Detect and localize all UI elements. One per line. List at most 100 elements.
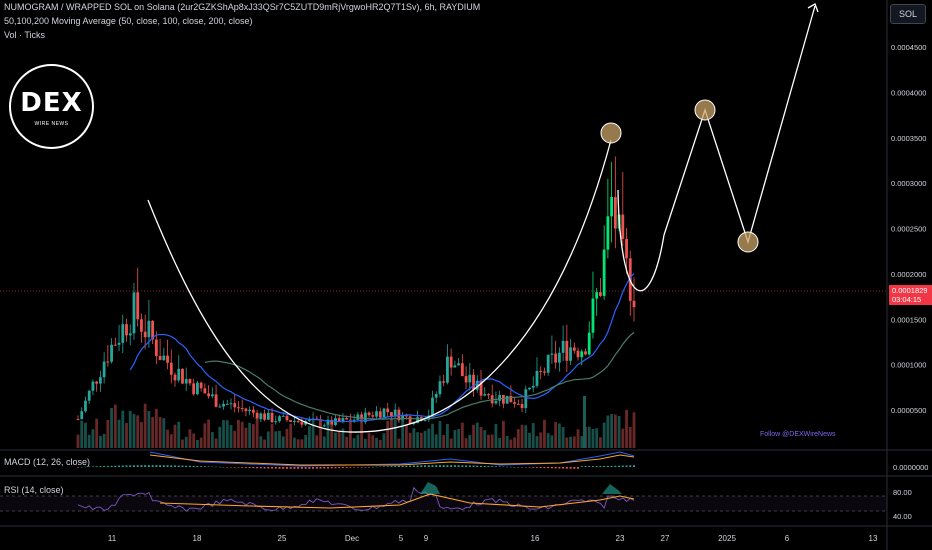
macd-bar: [259, 467, 262, 469]
volume-bar: [76, 434, 80, 448]
volume-bar: [177, 421, 181, 448]
handle-curve: [617, 189, 665, 292]
macd-bar: [446, 465, 449, 467]
volume-bar: [404, 424, 408, 448]
macd-bar: [487, 466, 490, 467]
volume-bar: [143, 403, 147, 448]
candle-body: [218, 406, 222, 408]
candle-body: [240, 407, 244, 409]
volume-bar: [225, 420, 229, 448]
candle-body: [453, 365, 457, 368]
volume-bar: [304, 434, 308, 448]
price-tick: 0.0002000: [891, 270, 926, 279]
macd-bar: [192, 465, 195, 467]
macd-bar: [397, 465, 400, 467]
volume-bar: [408, 432, 412, 448]
candle-body: [442, 381, 446, 383]
macd-bar: [136, 465, 139, 467]
candle-body: [479, 380, 483, 396]
candle-body: [255, 412, 259, 420]
candle-body: [113, 344, 117, 346]
candles: [76, 156, 636, 429]
macd-bar: [480, 465, 483, 467]
macd-bar: [465, 465, 468, 467]
candle-body: [382, 408, 386, 418]
macd-bar: [554, 467, 557, 469]
volume-bar: [599, 437, 602, 448]
macd-bar: [267, 467, 270, 469]
rsi-label[interactable]: RSI (14, close): [4, 485, 64, 495]
candle-body: [621, 214, 625, 239]
candle-body: [285, 415, 289, 421]
volume-bar: [390, 418, 393, 448]
candle-body: [80, 411, 84, 420]
volume-bar: [569, 436, 572, 448]
macd-bar: [547, 467, 550, 469]
candle-body: [550, 353, 554, 355]
volume-bar: [199, 437, 203, 448]
volume-bar: [326, 424, 330, 448]
candle-body: [326, 419, 330, 426]
macd-bar: [580, 466, 583, 467]
volume-bar: [136, 415, 140, 448]
candle-body: [293, 420, 296, 422]
time-tick: 11: [108, 534, 117, 543]
candle-body: [464, 376, 468, 383]
volume-bar: [431, 423, 434, 448]
macd-bar: [558, 467, 561, 469]
candle-body: [625, 238, 628, 259]
macd-label[interactable]: MACD (12, 26, close): [4, 457, 91, 467]
candle-body: [599, 292, 602, 296]
price-tick: 0.0004000: [891, 88, 926, 97]
candle-body: [233, 403, 237, 408]
macd-bar: [207, 466, 210, 467]
volume-bar: [363, 438, 367, 448]
volume-legend[interactable]: Vol · Ticks: [4, 30, 46, 40]
macd-bar: [196, 466, 199, 467]
candle-body: [509, 395, 513, 403]
macd-bar: [185, 465, 188, 467]
macd-bar: [588, 466, 591, 467]
macd-bar: [401, 465, 404, 467]
candle-body: [423, 419, 427, 421]
candle-body: [98, 377, 102, 384]
candle-body: [434, 394, 438, 398]
macd-bar: [405, 465, 408, 467]
volume-bar: [561, 426, 565, 448]
symbol-button[interactable]: SOL: [890, 4, 926, 24]
volume-bar: [565, 437, 569, 448]
volume-bar: [95, 418, 99, 448]
time-tick: 18: [193, 534, 202, 543]
volume-bar: [360, 418, 363, 448]
volume-bar: [453, 430, 457, 448]
projection-marker: [600, 122, 622, 144]
volume-bar: [349, 419, 352, 448]
macd-bar: [577, 467, 580, 469]
candle-body: [192, 383, 196, 395]
candle-body: [367, 412, 371, 416]
ma-legend[interactable]: 50,100,200 Moving Average (50, close, 10…: [4, 16, 253, 26]
macd-bar: [181, 465, 184, 467]
volume-bar: [91, 429, 95, 448]
candle-body: [244, 408, 248, 412]
candle-body: [125, 324, 128, 336]
candle-body: [520, 404, 524, 408]
volume-bar: [121, 410, 125, 448]
macd-bar: [80, 466, 83, 468]
macd-bar: [524, 467, 527, 468]
price-tick: 0.0004500: [891, 43, 926, 52]
ma-50-line: [129, 273, 635, 423]
volume-bar: [446, 423, 449, 448]
volume-bar: [632, 412, 636, 448]
macd-bar: [375, 466, 378, 468]
macd-bar: [431, 465, 434, 467]
candle-body: [524, 389, 528, 408]
candle-body: [248, 409, 252, 412]
macd-bar: [256, 467, 259, 469]
volume-bar: [479, 427, 483, 448]
macd-bar: [382, 466, 385, 467]
candle-body: [401, 414, 405, 421]
volume-bar: [140, 422, 143, 448]
